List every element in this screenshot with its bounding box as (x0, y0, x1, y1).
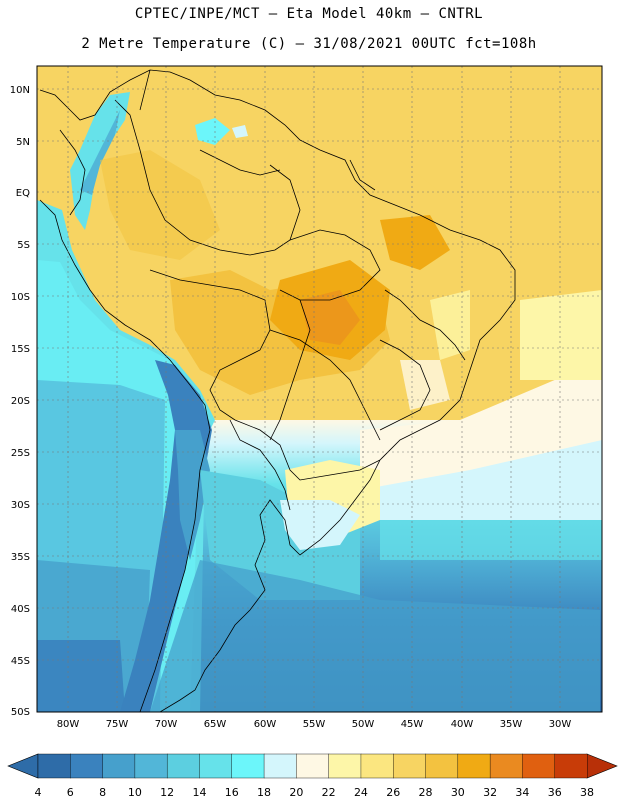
map-title-line2: 2 Metre Temperature (C) – 31/08/2021 00U… (81, 36, 537, 52)
colorbar-segment (489, 753, 523, 779)
lon-label: 30W (549, 719, 572, 730)
lat-label: 15S (11, 344, 30, 355)
lon-label: 80W (57, 719, 80, 730)
colorbar-min-arrow (7, 753, 39, 779)
colorbar-segment (134, 753, 168, 779)
colorbar-tick-label: 10 (128, 786, 142, 799)
coastline-borders (39, 69, 516, 712)
lat-label: 50S (11, 707, 30, 718)
lat-label: 10S (11, 292, 30, 303)
colorbar-tick-label: 36 (548, 786, 562, 799)
graticule (37, 66, 602, 712)
map-title-line1: CPTEC/INPE/MCT – Eta Model 40km – CNTRL (134, 6, 484, 22)
colorbar-segment (522, 753, 556, 779)
colorbar-tick-label: 28 (419, 786, 433, 799)
lat-label: 45S (11, 656, 30, 667)
lat-label: 25S (11, 448, 30, 459)
lon-label: 40W (451, 719, 474, 730)
map-frame (36, 65, 603, 713)
lat-label: 5N (16, 137, 30, 148)
lon-label: 35W (500, 719, 523, 730)
colorbar-segment (457, 753, 491, 779)
colorbar-tick-label: 30 (451, 786, 465, 799)
colorbar-segment (296, 753, 330, 779)
lat-label: 40S (11, 604, 30, 615)
colorbar-tick-label: 32 (483, 786, 497, 799)
lat-label: 30S (11, 500, 30, 511)
lat-label: EQ (16, 188, 30, 199)
longitude-axis: 80W 75W 70W 65W 60W 55W 50W 45W 40W 35W … (57, 719, 572, 730)
colorbar-tick-label: 24 (354, 786, 368, 799)
colorbar-tick-label: 38 (580, 786, 594, 799)
lat-label: 10N (10, 85, 30, 96)
lon-label: 75W (106, 719, 129, 730)
colorbar-tick-label: 26 (386, 786, 400, 799)
colorbar-segment (425, 753, 459, 779)
latitude-axis: 10N 5N EQ 5S 10S 15S 20S 25S 30S 35S 40S… (10, 85, 30, 718)
colorbar-segment (263, 753, 297, 779)
colorbar-segment (554, 753, 588, 779)
colorbar-tick-label: 6 (67, 786, 74, 799)
lon-label: 65W (204, 719, 227, 730)
temperature-field (37, 66, 602, 712)
colorbar-segment (37, 753, 71, 779)
lon-label: 45W (401, 719, 424, 730)
lon-label: 50W (352, 719, 375, 730)
colorbar-tick-label: 14 (192, 786, 206, 799)
lat-label: 5S (17, 240, 30, 251)
lat-label: 20S (11, 396, 30, 407)
colorbar-segment (199, 753, 233, 779)
colorbar-tick-label: 4 (35, 786, 42, 799)
colorbar-tick-label: 16 (225, 786, 239, 799)
colorbar: 4 6 8 10 12 14 16 18 20 22 24 26 28 30 32 34 36 38 (7, 753, 618, 799)
lat-label: 35S (11, 552, 30, 563)
colorbar-tick-label: 12 (160, 786, 174, 799)
colorbar-tick-label: 18 (257, 786, 271, 799)
colorbar-tick-label: 22 (322, 786, 336, 799)
colorbar-segment (393, 753, 427, 779)
colorbar-segment (231, 753, 265, 779)
colorbar-tick-label: 8 (99, 786, 106, 799)
colorbar-segment (70, 753, 104, 779)
colorbar-tick-label: 20 (289, 786, 303, 799)
lon-label: 55W (303, 719, 326, 730)
colorbar-max-arrow (586, 753, 618, 779)
colorbar-tick-label: 34 (515, 786, 529, 799)
colorbar-segment (166, 753, 200, 779)
colorbar-segment (102, 753, 136, 779)
colorbar-segment (328, 753, 362, 779)
lon-label: 60W (254, 719, 277, 730)
lon-label: 70W (155, 719, 178, 730)
colorbar-segment (360, 753, 394, 779)
